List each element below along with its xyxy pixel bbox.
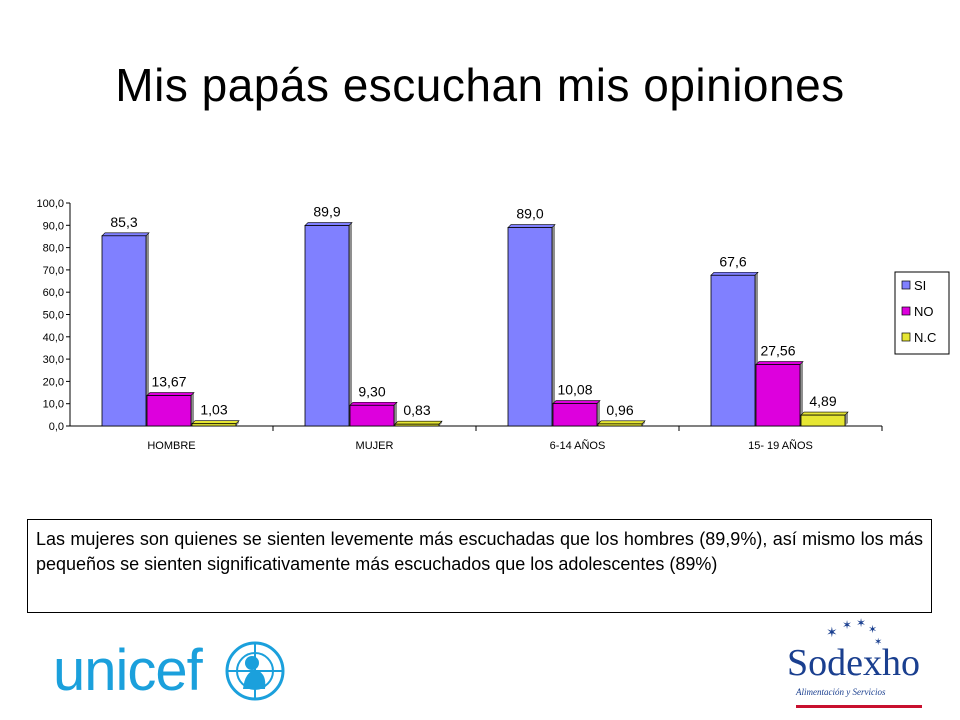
data-label: 13,67 <box>151 374 186 390</box>
legend-swatch-si <box>901 280 911 290</box>
bar-nc <box>597 423 643 427</box>
commentary-text: Las mujeres son quienes se sienten levem… <box>36 529 923 574</box>
legend-label: SI <box>914 278 926 293</box>
unicef-emblem-icon <box>225 641 285 701</box>
bar-top <box>552 400 601 404</box>
bar-side <box>191 392 194 426</box>
stars-icon: ✶ ✶ ✶ ✶ ✶ <box>826 617 882 648</box>
legend-label: N.C <box>914 330 936 345</box>
bar-side <box>642 420 645 426</box>
bar-no <box>349 404 395 427</box>
bar-side <box>552 224 555 426</box>
slide-title: Mis papás escuchan mis opiniones <box>115 59 845 111</box>
data-label: 1,03 <box>200 402 227 418</box>
bar-top <box>507 224 556 228</box>
y-tick-label: 30,0 <box>43 354 64 366</box>
bar-top <box>304 222 353 226</box>
y-tick-label: 50,0 <box>43 310 64 322</box>
commentary-box: Las mujeres son quienes se sienten levem… <box>27 519 932 613</box>
sodexho-underline <box>796 705 922 708</box>
sodexho-wordmark: Sodexho <box>787 642 920 684</box>
y-tick-label: 10,0 <box>43 399 64 411</box>
bar-top <box>394 420 443 425</box>
data-label: 67,6 <box>719 253 746 269</box>
bar-no <box>552 403 598 427</box>
legend-swatch-no <box>901 306 911 316</box>
y-tick-label: 80,0 <box>43 243 64 255</box>
bar-top <box>101 232 150 237</box>
data-label: 4,89 <box>809 393 836 409</box>
bar-top <box>710 271 759 276</box>
y-tick-label: 70,0 <box>43 265 64 277</box>
bar-top <box>755 361 804 365</box>
bar-top <box>349 401 398 406</box>
bar-side <box>800 361 803 426</box>
sodexho-logo: ✶ ✶ ✶ ✶ ✶ Sodexho Alimentación y Servici… <box>778 615 928 715</box>
y-tick-label: 40,0 <box>43 332 64 344</box>
bar-nc <box>191 423 237 427</box>
bar-nc <box>800 414 846 427</box>
bar-top <box>597 420 646 425</box>
data-label: 89,0 <box>516 206 543 222</box>
bar-side <box>146 232 149 426</box>
data-label: 9,30 <box>358 383 385 399</box>
y-tick-label: 100,0 <box>36 198 64 210</box>
bar-side <box>439 421 442 426</box>
bar-top <box>146 392 195 396</box>
bar-no <box>755 364 801 427</box>
svg-text:✶: ✶ <box>826 624 838 640</box>
svg-text:✶: ✶ <box>856 617 866 630</box>
x-tick-label: HOMBRE <box>147 440 195 452</box>
data-label: 0,83 <box>403 402 430 418</box>
data-label: 85,3 <box>110 214 137 230</box>
y-tick-label: 0,0 <box>49 421 64 433</box>
y-tick-label: 90,0 <box>43 220 64 232</box>
bar-side <box>597 400 600 426</box>
legend-swatch-nc <box>901 332 911 342</box>
data-label: 89,9 <box>313 204 340 220</box>
unicef-logo: unicef <box>53 638 303 705</box>
bar-si <box>710 274 756 427</box>
y-tick-label: 20,0 <box>43 376 64 388</box>
bar-no <box>146 395 192 427</box>
legend-label: NO <box>914 304 934 319</box>
data-label: 0,96 <box>606 402 633 418</box>
data-label: 27,56 <box>760 343 795 359</box>
svg-text:✶: ✶ <box>842 618 852 632</box>
bar-side <box>394 402 397 426</box>
bar-side <box>349 222 352 426</box>
svg-text:✶: ✶ <box>868 624 877 636</box>
bar-side <box>845 412 848 426</box>
svg-text:✶: ✶ <box>874 637 882 648</box>
bar-top <box>191 420 240 425</box>
x-tick-label: 6-14 AÑOS <box>550 439 606 452</box>
unicef-wordmark: unicef <box>53 638 203 703</box>
x-tick-label: 15- 19 AÑOS <box>748 439 813 452</box>
bar-chart: 0,0 10,0 20,0 30,0 40,0 50,0 60,0 70,0 80,0 90,0 1… <box>36 198 950 452</box>
sodexho-tagline: Alimentación y Servicios <box>796 687 886 697</box>
bar-si <box>304 225 350 427</box>
bar-si <box>507 227 553 427</box>
bar-nc <box>394 423 440 427</box>
bar-top <box>800 411 849 416</box>
data-label: 10,08 <box>557 382 592 398</box>
y-tick-label: 60,0 <box>43 287 64 299</box>
bar-si <box>101 235 147 427</box>
bar-side <box>236 420 239 426</box>
x-tick-label: MUJER <box>356 440 394 452</box>
